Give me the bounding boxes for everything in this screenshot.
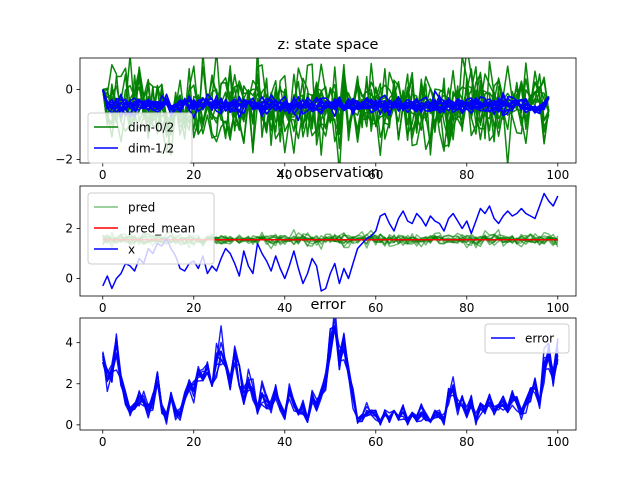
subplot-title: error: [310, 297, 345, 313]
y-tick-label: 0: [65, 272, 73, 286]
y-tick-label: 0: [65, 83, 73, 97]
legend: dim-0/2 dim-1/2: [87, 112, 193, 164]
x-tick-label: 0: [99, 435, 107, 449]
legend-label: dim-1/2: [128, 142, 174, 156]
x-tick-label: 0: [99, 301, 107, 315]
x-tick-label: 80: [459, 168, 474, 182]
legend-label: pred_mean: [128, 222, 195, 236]
x-tick-label: 40: [277, 168, 292, 182]
legend-box: [87, 112, 193, 164]
x-tick-label: 60: [368, 301, 383, 315]
legend-box: [87, 192, 215, 265]
y-tick-label: 4: [65, 336, 73, 350]
legend: error: [484, 323, 570, 354]
x-tick-label: 20: [186, 435, 201, 449]
x-tick-label: 100: [546, 301, 569, 315]
series-line-dim1: [102, 89, 550, 119]
x-tick-label: 100: [546, 435, 569, 449]
plot-series-group: [102, 318, 559, 426]
x-tick-label: 60: [368, 168, 383, 182]
series-line-dim1: [102, 89, 550, 122]
y-tick-label: 2: [65, 377, 73, 391]
x-tick-label: 100: [546, 168, 569, 182]
subplot-1: 0 20 40 60 80 100−20z: state spacedim-0/2dim-…: [55, 37, 577, 182]
x-tick-label: 80: [459, 435, 474, 449]
error-line: [102, 325, 559, 426]
x-tick-label: 0: [99, 168, 107, 182]
y-tick-label: 2: [65, 222, 73, 236]
axes-frame: [79, 317, 577, 431]
subplot-title: x: observation: [276, 165, 380, 181]
x-tick-label: 20: [186, 301, 201, 315]
series-line-dim1: [102, 89, 550, 117]
series-line-dim0: [102, 58, 550, 156]
x-tick-label: 20: [186, 168, 201, 182]
axes-frame: [79, 57, 577, 164]
legend-label: x: [128, 243, 135, 257]
legend-label: error: [525, 332, 554, 346]
y-tick-label: −2: [55, 153, 73, 167]
subplot-title: z: state space: [278, 37, 379, 53]
axes-frame: [79, 185, 577, 297]
x-tick-label: 80: [459, 301, 474, 315]
series-line-dim1: [102, 89, 550, 114]
subplot-3: 0 20 40 60 80 100 0 2 4 error error: [65, 297, 577, 449]
legend-label: pred: [128, 201, 155, 215]
plot-series-group: [102, 58, 550, 163]
legend-box: [484, 323, 570, 354]
subplot-2: 0 20 40 60 80 100 0 2 x: observation pred pred_mea…: [65, 165, 577, 315]
y-tick-label: 0: [65, 418, 73, 432]
legend-label: dim-0/2: [128, 121, 174, 135]
x-tick-label: 60: [368, 435, 383, 449]
x-tick-label: 40: [277, 435, 292, 449]
x-tick-label: 40: [277, 301, 292, 315]
